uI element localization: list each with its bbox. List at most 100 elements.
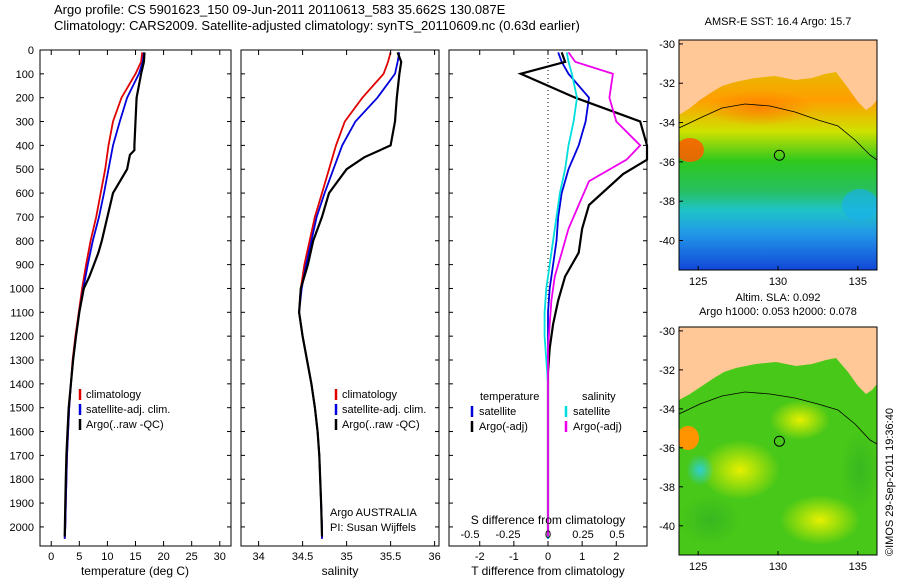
map-x-tick-label-0-2: 135 [849, 276, 867, 288]
x-tick-label-1-2: 35 [340, 551, 352, 563]
temperature-xlabel: temperature (deg C) [81, 564, 189, 578]
x-tick-label-0-2: 10 [101, 551, 113, 563]
depth-tick-label-15: 1500 [10, 403, 34, 415]
profile-title: Argo profile: CS 5901623_150 09-Jun-2011… [54, 2, 506, 17]
depth-tick-label-18: 1800 [10, 474, 34, 486]
sst-map-panel: AMSR-E SST: 16.4 Argo: 15.7 125 130 135 -30… [659, 16, 878, 288]
depth-tick-label-6: 600 [16, 188, 34, 200]
map-y-tick-label-0-0: -30 [659, 39, 675, 51]
legend-label-g1-1: Argo(-adj) [573, 421, 622, 433]
depth-tick-label-12: 1200 [10, 331, 34, 343]
depth-tick-label-14: 1400 [10, 379, 34, 391]
depth-tick-label-0: 0 [28, 45, 34, 57]
x-tick-label-1-1: 34.5 [292, 551, 313, 563]
depth-tick-label-19: 1900 [10, 498, 34, 510]
salinity-profile-panel: 34 34.5 35 35.5 36 climatology satellite-adj. … [240, 49, 441, 578]
x-tick-label-2-0: -2 [475, 551, 485, 563]
s-difference-label: S difference from climatology [471, 513, 626, 527]
sla-map-title: Altim. SLA: 0.092 [736, 292, 821, 304]
legend-label-1-1: satellite-adj. clim. [342, 404, 426, 416]
depth-tick-label-16: 1600 [10, 427, 34, 439]
pi-label: PI: Susan Wijffels [330, 522, 416, 534]
argo-float-marker [773, 149, 785, 161]
s-tick-label-1: -0.25 [495, 529, 520, 541]
sla-map-panel: Altim. SLA: 0.092 Argo h1000: 0.053 h200… [659, 292, 878, 573]
x-tick-label-0-4: 20 [157, 551, 169, 563]
map-x-tick-label-0-1: 130 [769, 276, 787, 288]
sla-high-patch [780, 495, 860, 545]
argo-program-label: Argo AUSTRALIA [330, 507, 417, 519]
x-tick-label-2-1: -1 [509, 551, 519, 563]
x-tick-label-2-2: 0 [545, 551, 551, 563]
legend-label-0-1: satellite-adj. clim. [86, 404, 170, 416]
depth-tick-label-20: 2000 [10, 522, 34, 534]
map-y-tick-label-1-4: -38 [659, 482, 675, 494]
legend-heading-0: temperature [480, 391, 539, 403]
depth-tick-label-17: 1700 [10, 450, 34, 462]
cool-patch [842, 189, 877, 221]
depth-contour [679, 391, 877, 445]
x-tick-label-1-4: 36 [428, 551, 440, 563]
depth-tick-label-7: 700 [16, 212, 34, 224]
sla-low-patch [840, 430, 877, 510]
legend-label-1-2: Argo(..raw -QC) [342, 419, 420, 431]
map-y-tick-label-0-1: -32 [659, 78, 675, 90]
map-y-tick-label-0-5: -40 [659, 236, 675, 248]
depth-tick-label-2: 200 [16, 93, 34, 105]
sst-map-title: AMSR-E SST: 16.4 Argo: 15.7 [705, 16, 852, 28]
depth-tick-label-13: 1300 [10, 355, 34, 367]
map-y-tick-label-1-2: -34 [659, 404, 675, 416]
depth-tick-label-3: 300 [16, 117, 34, 129]
map-x-tick-label-1-1: 130 [769, 561, 787, 573]
x-tick-label-0-5: 25 [186, 551, 198, 563]
sla-cyan-patch [686, 454, 714, 486]
depth-axis: 0 100 200 300 400 500 600 700 800 900 1000 1100 1200… [10, 45, 34, 534]
map-y-tick-label-1-3: -36 [659, 443, 675, 455]
map-y-tick-label-1-5: -40 [659, 521, 675, 533]
depth-tick-label-1: 100 [16, 69, 34, 81]
depth-tick-label-5: 500 [16, 164, 34, 176]
legend-label-1-0: climatology [342, 389, 398, 401]
x-tick-label-0-6: 30 [214, 551, 226, 563]
x-tick-label-2-3: 1 [579, 551, 585, 563]
legend-heading-1: salinity [582, 391, 616, 403]
sla-high-patch [770, 400, 830, 440]
map-x-tick-label-0-0: 125 [689, 276, 707, 288]
map-y-tick-label-1-0: -30 [659, 326, 675, 338]
legend-label-g0-0: satellite [479, 406, 516, 418]
legend-label-g1-0: satellite [573, 406, 610, 418]
x-tick-label-2-4: 2 [613, 551, 619, 563]
difference-profile-panel: -2 -1 0 1 2 -0.5 -0.25 0 0.25 0.5 temperature satel… [448, 49, 649, 578]
argo-float-marker [773, 435, 785, 447]
x-tick-label-1-3: 35.5 [380, 551, 401, 563]
s-tick-label-4: 0.5 [609, 529, 624, 541]
legend-label-0-0: climatology [86, 389, 142, 401]
depth-tick-label-8: 800 [16, 236, 34, 248]
sla-low-patch [680, 495, 740, 545]
map-x-tick-label-1-2: 135 [849, 561, 867, 573]
sla-warm-spot [679, 426, 699, 450]
sla-map-subtitle: Argo h1000: 0.053 h2000: 0.078 [699, 306, 857, 318]
series-line-2-3 [547, 51, 642, 537]
series-line-0-2 [63, 52, 146, 537]
x-tick-label-0-3: 15 [129, 551, 141, 563]
map-y-tick-label-1-1: -32 [659, 365, 675, 377]
legend-label-g0-1: Argo(-adj) [479, 421, 528, 433]
x-tick-label-0-0: 0 [48, 551, 54, 563]
warm-spot [679, 138, 704, 162]
climatology-subtitle: Climatology: CARS2009. Satellite-adjuste… [54, 18, 580, 33]
warm-anomaly [705, 90, 815, 126]
depth-tick-label-11: 1100 [10, 307, 34, 319]
x-tick-label-1-0: 34 [252, 551, 264, 563]
map-y-tick-label-0-2: -34 [659, 118, 675, 130]
sla-high-patch [700, 440, 780, 500]
series-line-1-2 [297, 52, 403, 537]
salinity-plot-frame [240, 49, 440, 547]
depth-tick-label-9: 900 [16, 260, 34, 272]
salinity-xlabel: salinity [322, 564, 359, 578]
map-y-tick-label-0-3: -36 [659, 157, 675, 169]
s-tick-label-2: 0 [545, 529, 551, 541]
s-tick-label-0: -0.5 [461, 529, 480, 541]
x-tick-label-0-1: 5 [76, 551, 82, 563]
